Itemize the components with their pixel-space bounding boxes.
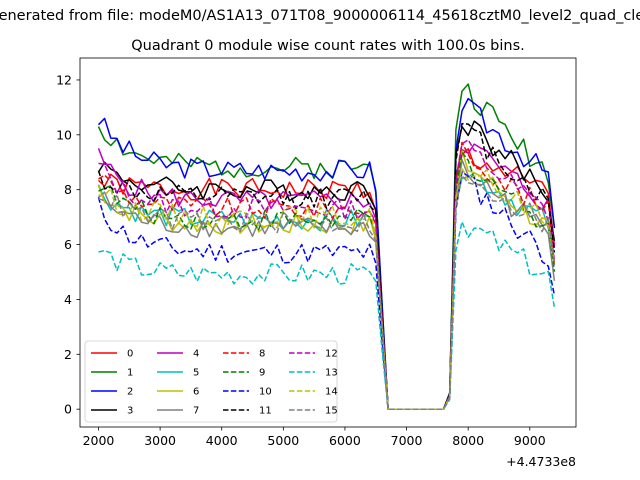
legend-label-5: 5: [193, 368, 199, 379]
y-tick-label: 2: [64, 347, 72, 362]
legend-label-0: 0: [127, 349, 133, 360]
y-tick-label: 4: [64, 292, 72, 307]
legend-label-8: 8: [259, 349, 265, 360]
legend-label-11: 11: [259, 406, 272, 417]
legend-label-13: 13: [325, 368, 338, 379]
x-tick-label: 8000: [452, 433, 484, 448]
legend-label-14: 14: [325, 387, 338, 398]
series-line-10: [97, 170, 556, 410]
series-line-11: [97, 122, 556, 410]
x-offset-label: +4.4733e8: [506, 454, 576, 469]
series-line-2: [97, 97, 556, 410]
x-tick-label: 7000: [391, 433, 423, 448]
x-tick-label: 4000: [206, 433, 238, 448]
legend-label-15: 15: [325, 406, 338, 417]
legend-label-4: 4: [193, 349, 199, 360]
series-line-4: [97, 143, 556, 410]
legend-label-12: 12: [325, 349, 338, 360]
series-line-15: [98, 174, 556, 410]
figure-suptitle: Plots generated from file: modeM0/AS1A13…: [0, 8, 640, 24]
y-tick-label: 8: [64, 182, 72, 197]
series-line-3: [97, 120, 556, 410]
series-line-0: [97, 148, 556, 410]
legend-box: [84, 340, 338, 423]
series-layer: [97, 83, 556, 410]
legend-label-2: 2: [127, 387, 133, 398]
y-tick-label: 0: [64, 402, 72, 417]
legend-label-3: 3: [127, 406, 133, 417]
series-line-8: [98, 141, 556, 410]
x-tick-label: 3000: [144, 433, 176, 448]
y-tick-label: 12: [56, 72, 72, 87]
legend-label-9: 9: [259, 368, 265, 379]
legend-label-6: 6: [193, 387, 199, 398]
x-tick-label: 5000: [267, 433, 299, 448]
legend-label-10: 10: [259, 387, 272, 398]
axes-frame: [79, 57, 577, 428]
series-line-6: [97, 149, 556, 410]
series-line-14: [98, 167, 556, 410]
legend-label-7: 7: [193, 406, 199, 417]
x-tick-label: 9000: [514, 433, 546, 448]
chart-title: Quadrant 0 module wise count rates with …: [131, 38, 525, 54]
series-line-13: [98, 221, 556, 410]
legend-label-1: 1: [127, 368, 133, 379]
axes-layer: 2000 3000 4000 5000 6000 7000 8000 900002468101…: [56, 57, 577, 448]
x-tick-label: 6000: [329, 433, 361, 448]
x-tick-label: 2000: [83, 433, 115, 448]
y-tick-label: 6: [64, 237, 72, 252]
y-tick-label: 10: [56, 127, 72, 142]
